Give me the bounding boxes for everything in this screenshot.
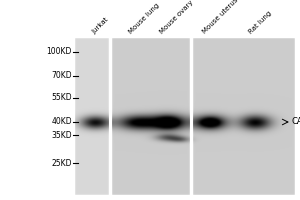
Text: CASP12: CASP12 — [291, 117, 300, 127]
Text: Jurkat: Jurkat — [91, 16, 110, 35]
Text: 40KD: 40KD — [51, 117, 72, 127]
Text: Mouse ovary: Mouse ovary — [159, 0, 194, 35]
Text: 25KD: 25KD — [52, 158, 72, 168]
Text: Mouse uterus: Mouse uterus — [202, 0, 239, 35]
Text: Mouse lung: Mouse lung — [128, 2, 160, 35]
Text: 70KD: 70KD — [51, 72, 72, 80]
Text: 100KD: 100KD — [46, 47, 72, 56]
Text: 55KD: 55KD — [51, 94, 72, 102]
Text: Rat lung: Rat lung — [248, 10, 273, 35]
Text: 35KD: 35KD — [51, 130, 72, 140]
